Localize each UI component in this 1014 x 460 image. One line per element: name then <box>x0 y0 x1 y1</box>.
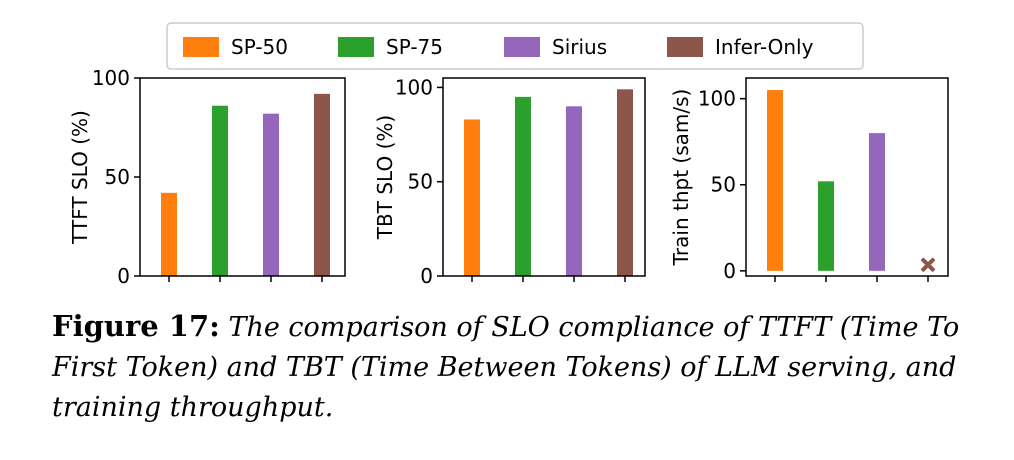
y-axis-label-train-thpt: Train thpt (sam/s) <box>669 89 693 267</box>
legend-label-sirius: Sirius <box>552 35 607 59</box>
chart-ttft: 0 50 100 TTFT SLO (%) <box>68 66 346 288</box>
y-axis-label-tbt: TBT SLO (%) <box>373 115 397 240</box>
figure: SP-50 SP-75 Sirius Infer-Only 0 50 100 TTF… <box>68 22 949 288</box>
legend-swatch-infer-only <box>667 37 703 57</box>
bar-train-thpt-sp-50 <box>767 90 783 271</box>
legend-swatch-sirius <box>504 37 540 57</box>
caption-text: The comparison of SLO compliance of TTFT… <box>52 312 960 423</box>
bar-ttft-infer-only <box>314 93 330 276</box>
bar-train-thpt-sp-75 <box>818 181 834 271</box>
y-tick-label-ttft-0: 0 <box>117 264 130 288</box>
legend-swatch-sp75 <box>338 37 374 57</box>
y-ticks-ttft: 0 50 100 <box>92 66 140 288</box>
y-tick-label-train-thpt-100: 100 <box>698 87 736 111</box>
bar-ttft-sp-75 <box>212 105 228 276</box>
bar-ttft-sirius <box>263 113 279 276</box>
legend-label-infer-only: Infer-Only <box>715 35 814 59</box>
y-ticks-train-thpt: 0 50 100 <box>698 87 746 283</box>
legend: SP-50 SP-75 Sirius Infer-Only <box>166 22 864 70</box>
y-tick-label-train-thpt-50: 50 <box>711 173 736 197</box>
y-tick-label-tbt-100: 100 <box>395 75 433 99</box>
x-ticks-train-thpt <box>774 276 929 282</box>
failure-marker-train-thpt-infer-only <box>920 257 936 273</box>
bar-tbt-sp-50 <box>464 119 480 276</box>
axes-frame-tbt <box>442 77 646 277</box>
bar-ttft-sp-50 <box>161 192 177 276</box>
figure-caption: Figure 17: The comparison of SLO complia… <box>52 306 992 428</box>
markers-train-thpt <box>920 257 936 273</box>
y-tick-label-tbt-0: 0 <box>420 264 433 288</box>
bar-tbt-sp-75 <box>515 96 531 276</box>
bars-train-thpt <box>767 90 885 271</box>
legend-label-sp50: SP-50 <box>231 35 288 59</box>
legend-label-sp75: SP-75 <box>386 35 443 59</box>
bars-ttft <box>161 93 330 276</box>
legend-swatch-sp50 <box>183 37 219 57</box>
bar-tbt-infer-only <box>617 89 633 276</box>
axes-frame-train-thpt <box>745 77 949 277</box>
x-ticks-tbt <box>471 276 626 282</box>
bars-tbt <box>464 89 633 277</box>
x-ticks-ttft <box>168 276 323 282</box>
y-ticks-tbt: 0 50 100 <box>395 75 443 288</box>
chart-tbt: 0 50 100 TBT SLO (%) <box>373 75 646 288</box>
y-tick-label-tbt-50: 50 <box>408 170 433 194</box>
bar-tbt-sirius <box>566 106 582 277</box>
y-axis-label-ttft: TTFT SLO (%) <box>68 110 92 245</box>
y-tick-label-ttft-100: 100 <box>92 66 130 90</box>
y-tick-label-ttft-50: 50 <box>105 165 130 189</box>
chart-train-thpt: 0 50 100 Train thpt (sam/s) <box>669 77 949 283</box>
bar-train-thpt-sirius <box>869 133 885 271</box>
y-tick-label-train-thpt-0: 0 <box>723 259 736 283</box>
caption-label: Figure 17: <box>52 309 220 343</box>
